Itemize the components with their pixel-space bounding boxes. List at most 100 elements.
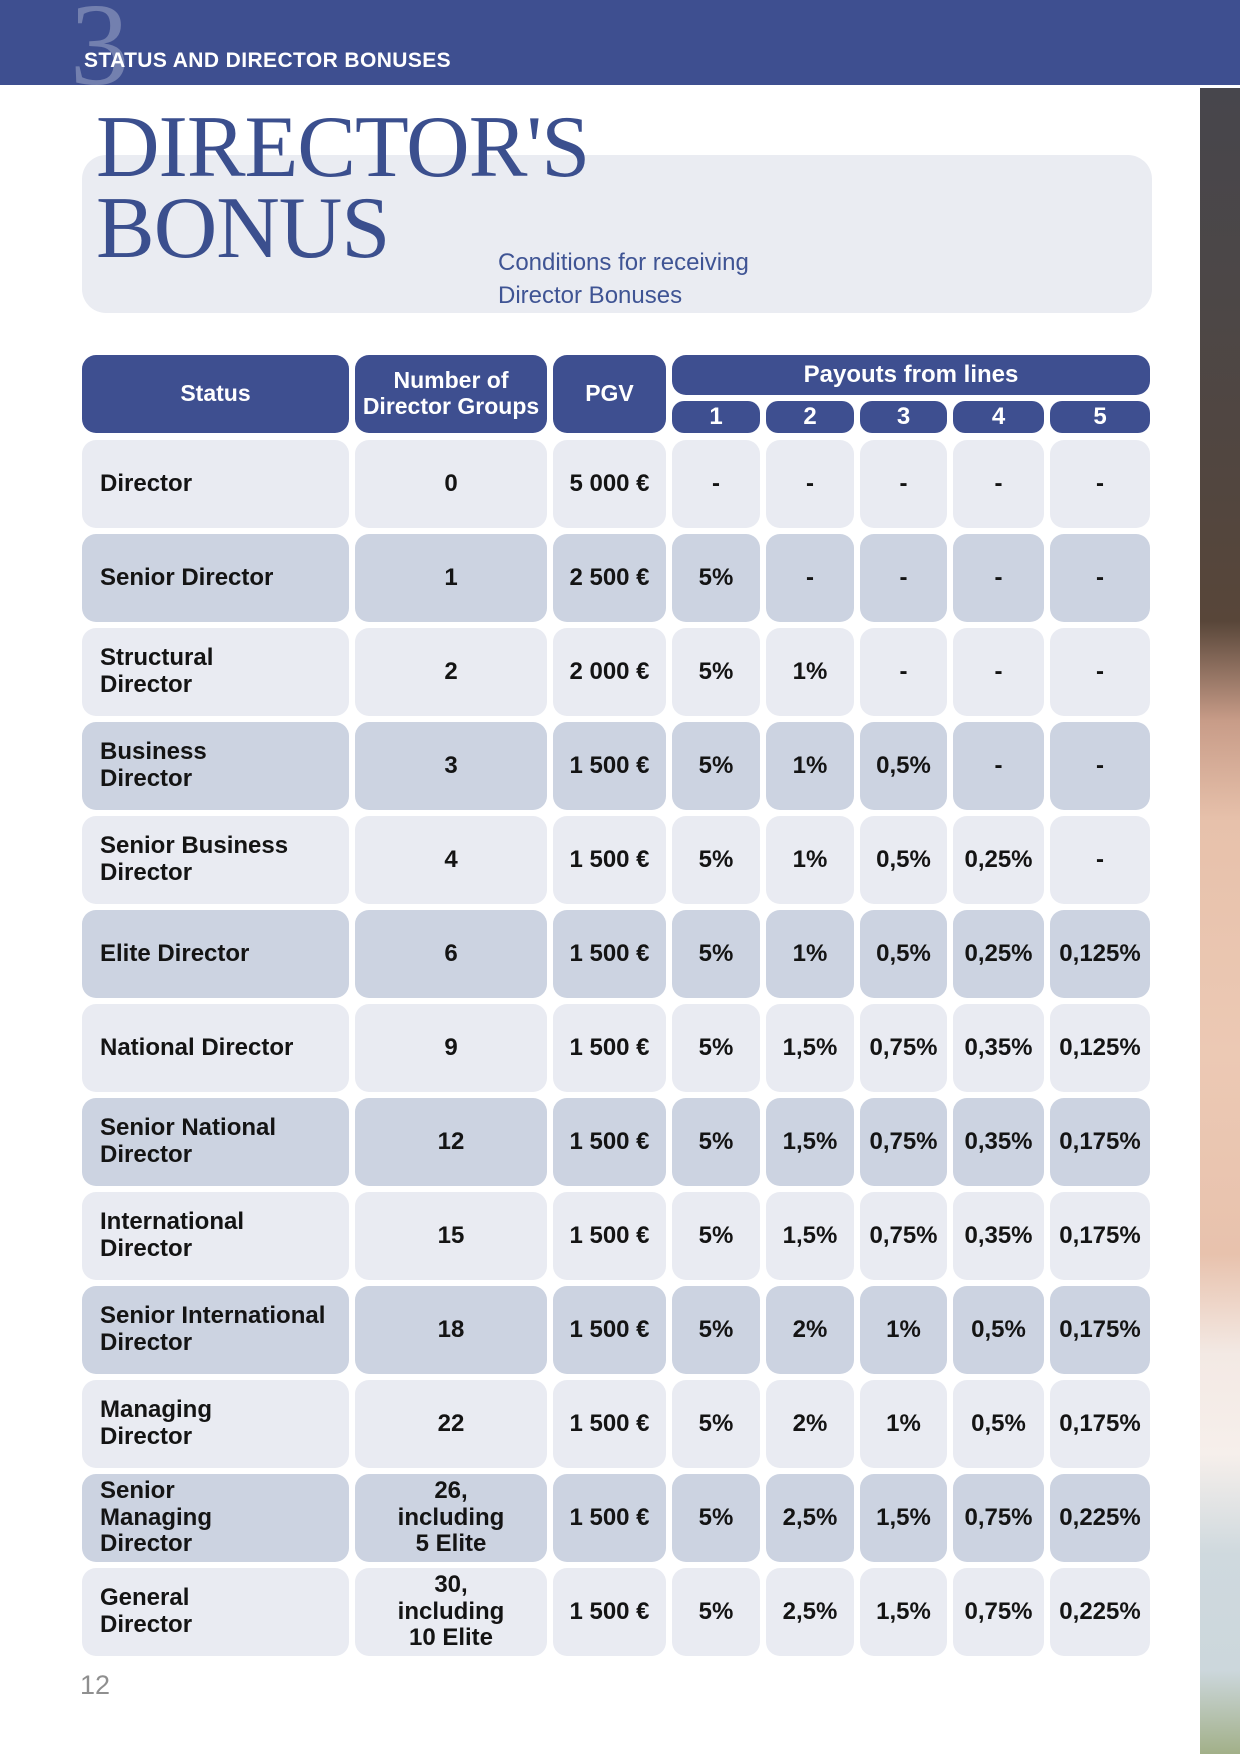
payout-cell: 1% — [766, 816, 854, 904]
subtitle: Conditions for receiving Director Bonuse… — [498, 249, 749, 310]
payout-cell: 1,5% — [766, 1192, 854, 1280]
page-title: DIRECTOR'S BONUS — [96, 99, 590, 277]
payout-cell: 0,5% — [860, 910, 947, 998]
payout-cell: 0,75% — [860, 1192, 947, 1280]
groups-cell: 12 — [355, 1098, 547, 1186]
page-number: 12 — [80, 1670, 111, 1700]
payout-cell: 0,175% — [1050, 1380, 1150, 1468]
groups-cell: 22 — [355, 1380, 547, 1468]
payout-cell: 2% — [766, 1380, 854, 1468]
status-cell: International Director — [82, 1192, 349, 1280]
chapter-number: 3 — [70, 0, 129, 85]
status-cell: Managing Director — [82, 1380, 349, 1468]
table-row: General Director 30, including 10 Elite … — [82, 1568, 1150, 1656]
pgv-cell: 1 500 € — [553, 722, 666, 810]
payout-cell: 5% — [672, 1568, 760, 1656]
payout-cell: - — [1050, 816, 1150, 904]
payout-cell: 1,5% — [860, 1474, 947, 1562]
payout-cell: - — [766, 534, 854, 622]
table-row: Senior International Director 18 1 500 €… — [82, 1286, 1150, 1374]
pgv-cell: 1 500 € — [553, 1098, 666, 1186]
groups-cell: 9 — [355, 1004, 547, 1092]
payout-cell: 5% — [672, 628, 760, 716]
pgv-cell: 2 000 € — [553, 628, 666, 716]
director-bonus-table: Status Number of Director Groups PGV Pay… — [82, 355, 1150, 1656]
pgv-column-header: PGV — [553, 355, 666, 433]
payout-cell: 0,35% — [953, 1192, 1044, 1280]
photo-strip — [1200, 88, 1240, 1754]
payout-cell: 2% — [766, 1286, 854, 1374]
payout-cell: 5% — [672, 816, 760, 904]
pgv-cell: 1 500 € — [553, 1004, 666, 1092]
line-header: 5 — [1050, 401, 1150, 433]
payout-cell: 0,125% — [1050, 910, 1150, 998]
status-cell: Senior Managing Director — [82, 1474, 349, 1562]
groups-cell: 6 — [355, 910, 547, 998]
payout-cell: - — [672, 440, 760, 528]
groups-cell: 0 — [355, 440, 547, 528]
payout-cell: 0,175% — [1050, 1286, 1150, 1374]
table-row: International Director 15 1 500 € 5% 1,5… — [82, 1192, 1150, 1280]
pgv-cell: 1 500 € — [553, 1568, 666, 1656]
payout-cell: 0,225% — [1050, 1568, 1150, 1656]
payout-cell: 0,35% — [953, 1004, 1044, 1092]
payout-cell: 1,5% — [766, 1098, 854, 1186]
payout-cell: 0,175% — [1050, 1098, 1150, 1186]
payout-cell: 0,75% — [953, 1568, 1044, 1656]
payout-cell: 1% — [860, 1380, 947, 1468]
status-cell: National Director — [82, 1004, 349, 1092]
status-cell: Senior International Director — [82, 1286, 349, 1374]
table-row: National Director 9 1 500 € 5% 1,5% 0,75… — [82, 1004, 1150, 1092]
groups-cell: 15 — [355, 1192, 547, 1280]
groups-cell: 30, including 10 Elite — [355, 1568, 547, 1656]
table-row: Managing Director 22 1 500 € 5% 2% 1% 0,… — [82, 1380, 1150, 1468]
payout-cell: - — [953, 722, 1044, 810]
table-row: Senior National Director 12 1 500 € 5% 1… — [82, 1098, 1150, 1186]
line-header: 3 — [860, 401, 947, 433]
payout-cell: 1% — [860, 1286, 947, 1374]
groups-cell: 3 — [355, 722, 547, 810]
payout-cell: 1,5% — [860, 1568, 947, 1656]
chapter-title: STATUS AND DIRECTOR BONUSES — [84, 49, 452, 72]
payout-cell: - — [860, 440, 947, 528]
payout-cell: - — [766, 440, 854, 528]
pgv-cell: 5 000 € — [553, 440, 666, 528]
payout-cell: - — [1050, 440, 1150, 528]
table-header: Status Number of Director Groups PGV Pay… — [82, 355, 1150, 433]
table-row: Structural Director 2 2 000 € 5% 1% - - … — [82, 628, 1150, 716]
payout-cell: 5% — [672, 910, 760, 998]
table-row: Senior Director 1 2 500 € 5% - - - - — [82, 534, 1150, 622]
payout-cell: 5% — [672, 1380, 760, 1468]
payout-cell: 5% — [672, 722, 760, 810]
payout-cell: - — [860, 628, 947, 716]
payout-cell: 0,175% — [1050, 1192, 1150, 1280]
payout-cell: 5% — [672, 1004, 760, 1092]
pgv-cell: 2 500 € — [553, 534, 666, 622]
status-cell: Senior National Director — [82, 1098, 349, 1186]
payout-cell: 0,35% — [953, 1098, 1044, 1186]
payout-cell: 0,5% — [953, 1380, 1044, 1468]
payout-cell: 0,75% — [953, 1474, 1044, 1562]
payout-cell: 0,25% — [953, 910, 1044, 998]
payout-cell: - — [953, 628, 1044, 716]
status-cell: Structural Director — [82, 628, 349, 716]
pgv-cell: 1 500 € — [553, 910, 666, 998]
payout-cell: 0,25% — [953, 816, 1044, 904]
table-row: Director 0 5 000 € - - - - - — [82, 440, 1150, 528]
payout-cell: 1,5% — [766, 1004, 854, 1092]
status-cell: Business Director — [82, 722, 349, 810]
payout-cell: 0,225% — [1050, 1474, 1150, 1562]
status-cell: Elite Director — [82, 910, 349, 998]
payout-cell: - — [953, 534, 1044, 622]
groups-column-header: Number of Director Groups — [355, 355, 547, 433]
pgv-cell: 1 500 € — [553, 816, 666, 904]
payout-cell: 2,5% — [766, 1474, 854, 1562]
status-column-header: Status — [82, 355, 349, 433]
payout-cell: - — [1050, 628, 1150, 716]
status-cell: Director — [82, 440, 349, 528]
payout-cell: 5% — [672, 534, 760, 622]
pgv-cell: 1 500 € — [553, 1380, 666, 1468]
status-cell: General Director — [82, 1568, 349, 1656]
payout-cell: 0,5% — [860, 816, 947, 904]
payout-cell: 2,5% — [766, 1568, 854, 1656]
